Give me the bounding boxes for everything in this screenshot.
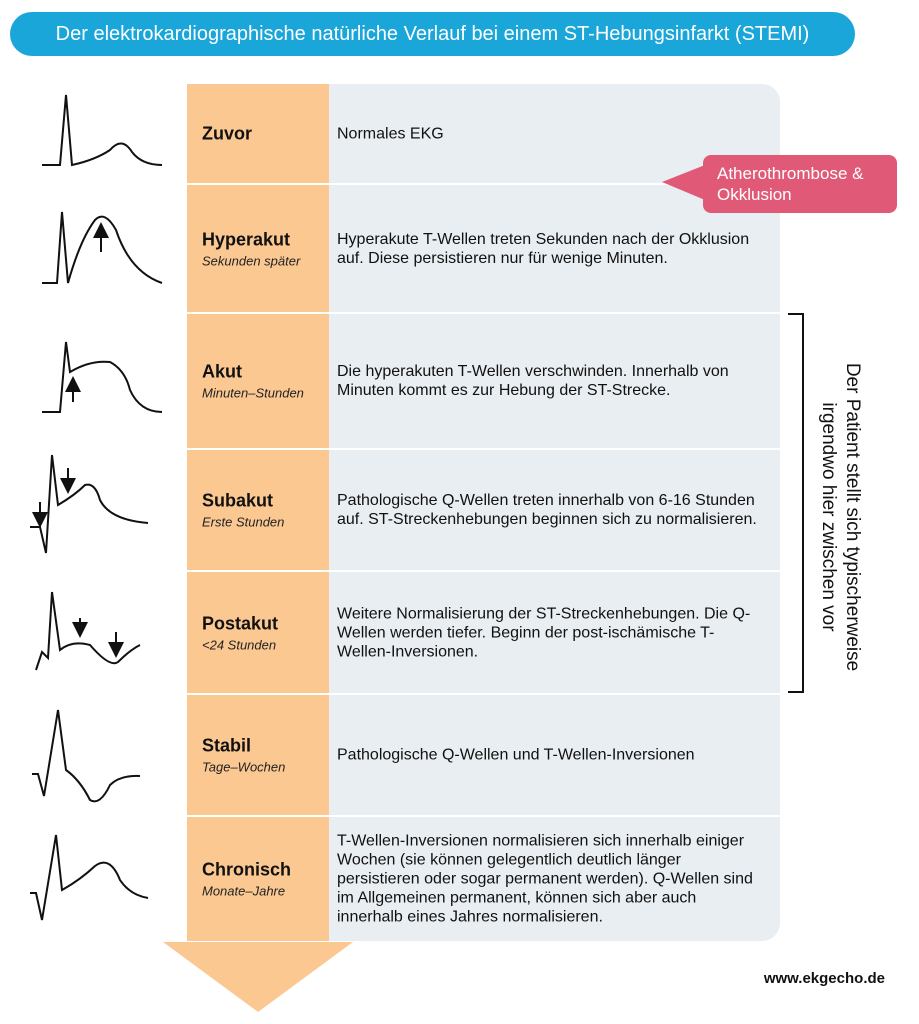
- bracket-note: Der Patient stellt sich typischerweise i…: [818, 362, 863, 672]
- timeline-column: [187, 84, 329, 941]
- stage-name: Zuvor: [202, 123, 253, 143]
- stage-time: Erste Stunden: [202, 514, 285, 530]
- timeline-arrow: [163, 942, 353, 1012]
- callout-pointer: [662, 165, 705, 200]
- bracket: [788, 313, 804, 693]
- stage: Postakut <24 Stunden: [202, 613, 327, 652]
- stage-name: Chronisch: [202, 859, 292, 880]
- description: Normales EKG: [337, 125, 444, 142]
- stage: Stabil Tage–Wochen: [202, 736, 327, 775]
- stage: Akut Minuten–Stunden: [202, 362, 327, 401]
- row: Zuvor Normales EKG: [187, 84, 780, 185]
- stage: Hyperakut Sekunden später: [202, 229, 327, 268]
- description: Weitere Normalisierung der ST-Streckenhe…: [337, 605, 751, 660]
- stage-time: <24 Stunden: [202, 637, 277, 652]
- description: Hyperakute T-Wellen treten Sekunden nach…: [337, 230, 750, 267]
- stage-time: Tage–Wochen: [202, 759, 286, 775]
- stage: Chronisch Monate–Jahre: [202, 860, 327, 899]
- stage-name: Postakut: [202, 613, 279, 633]
- description: Pathologische Q-Wellen und T-Wellen-Inve…: [337, 746, 695, 764]
- row: Akut Minuten–Stunden Die hyperakuten T-Wel…: [187, 314, 780, 450]
- row: Chronisch Monate–Jahre T-Wellen-Inversione…: [187, 817, 780, 941]
- stage-name: Subakut: [202, 490, 274, 511]
- description: T-Wellen-Inversionen normalisieren sich …: [337, 832, 753, 926]
- row: Postakut <24 Stunden Weitere Normalisierun…: [187, 572, 780, 695]
- ecg-waves: [30, 94, 163, 921]
- stage-time: Minuten–Stunden: [202, 385, 304, 401]
- row: Hyperakut Sekunden später Hyperakute T-Wel…: [187, 185, 780, 314]
- row: Subakut Erste Stunden Pathologische Q-Well…: [187, 450, 780, 572]
- description: Die hyperakuten T-Wellen verschwinden. I…: [337, 363, 729, 399]
- stage-name: Hyperakut: [202, 229, 291, 249]
- title: Der elektrokardiographische natürliche V…: [10, 12, 855, 56]
- callout: Atherothrombose & Okklusion: [703, 155, 897, 213]
- row: Stabil Tage–Wochen Pathologische Q-Wellen …: [187, 695, 780, 817]
- stage-time: Monate–Jahre: [202, 883, 286, 899]
- stage-name: Stabil: [202, 735, 252, 756]
- description: Pathologische Q-Wellen treten innerhalb …: [337, 492, 757, 528]
- stage: Subakut Erste Stunden: [202, 491, 327, 530]
- stage: Zuvor: [202, 123, 327, 144]
- stage-name: Akut: [202, 361, 242, 382]
- stage-time: Sekunden später: [202, 253, 301, 268]
- footer: www.ekgecho.de: [763, 970, 885, 987]
